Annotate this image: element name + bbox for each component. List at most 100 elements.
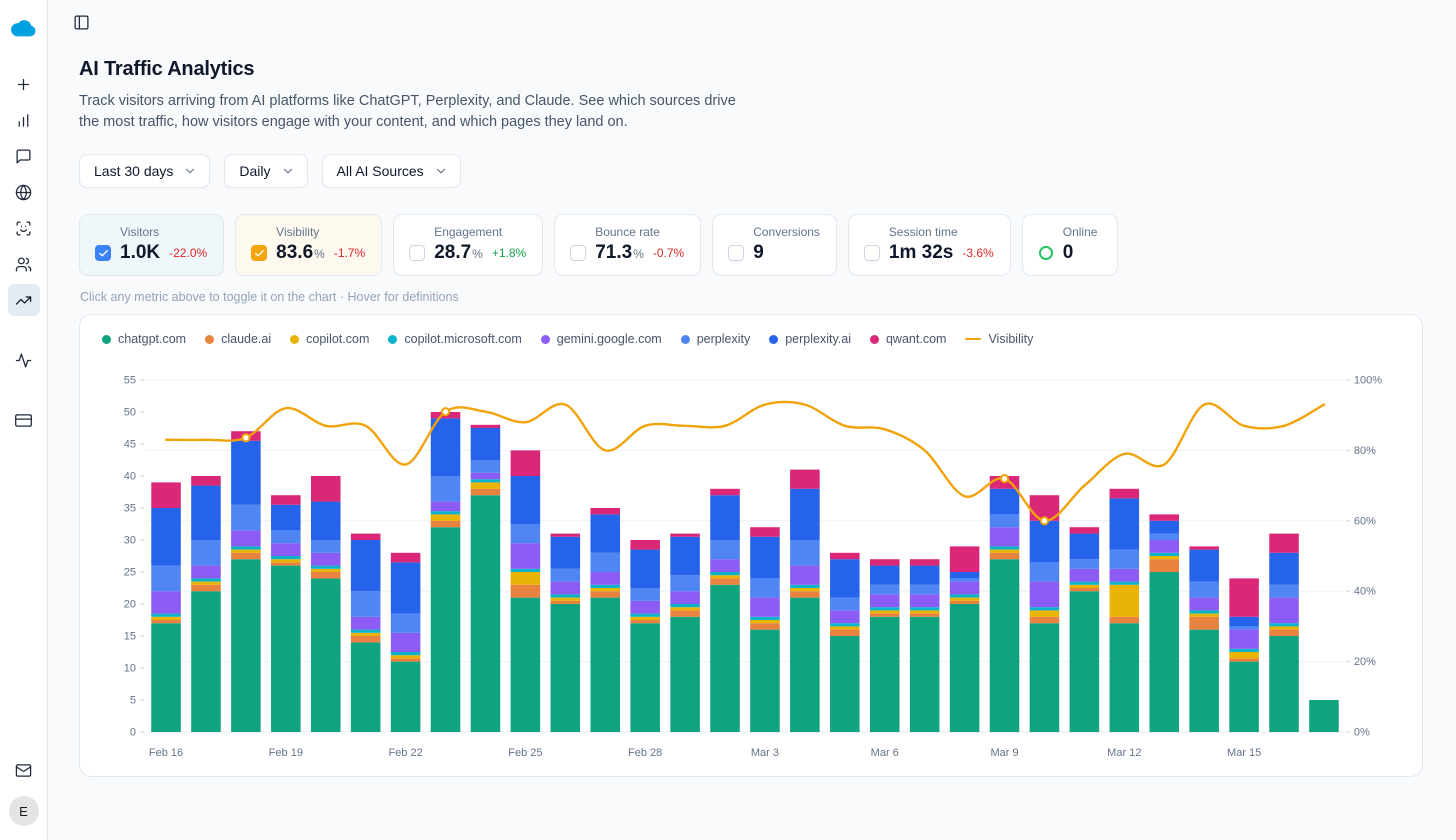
legend-dot-icon: [540, 334, 550, 344]
bar-chart-icon[interactable]: [8, 104, 40, 136]
activity-icon[interactable]: [8, 344, 40, 376]
legend-dot-icon: [869, 334, 879, 344]
metric-value: 0: [1062, 242, 1074, 264]
legend-dot-icon: [769, 334, 779, 344]
metric-checkbox-icon[interactable]: [728, 245, 745, 262]
date-range-value: Last 30 days: [94, 163, 174, 180]
metric-label: Engagement: [434, 225, 503, 240]
svg-text:Feb 28: Feb 28: [628, 747, 662, 759]
topbar: [48, 0, 1456, 44]
date-range-dropdown[interactable]: Last 30 days: [79, 154, 211, 189]
metric-value: 28.7%: [434, 242, 483, 264]
metric-checkbox-checked-icon[interactable]: [95, 245, 111, 262]
metric-checkbox-icon[interactable]: [863, 245, 880, 262]
metric-checkbox-icon[interactable]: [409, 245, 426, 262]
metric-label: Conversions: [753, 225, 820, 240]
metric-label: Online: [1062, 225, 1098, 240]
svg-text:Mar 9: Mar 9: [990, 747, 1018, 759]
svg-text:10: 10: [124, 663, 136, 675]
legend-item-copilot-microsoft-com: copilot.microsoft.com: [388, 332, 522, 346]
metric-card-engagement[interactable]: Engagement 28.7% +1.8%: [393, 214, 544, 277]
chart-card: chatgpt.com claude.ai copilot.com copilot.m…: [79, 314, 1423, 778]
metrics-row: Visitors 1.0K -22.0% Visibility 83.6% -1.7% En…: [79, 214, 1423, 277]
metric-value: 1.0K: [120, 242, 161, 264]
legend-item-gemini-google-com: gemini.google.com: [540, 332, 662, 346]
svg-text:Mar 15: Mar 15: [1227, 747, 1261, 759]
metric-card-session-time[interactable]: Session time 1m 32s -3.6%: [847, 214, 1011, 277]
chart-hint: Click any metric above to toggle it on t…: [80, 290, 459, 305]
legend-item-chatgpt-com: chatgpt.com: [102, 332, 186, 346]
svg-text:30: 30: [124, 535, 136, 547]
svg-text:Feb 25: Feb 25: [508, 747, 542, 759]
metric-delta: -0.7%: [652, 246, 685, 261]
metric-card-bounce-rate[interactable]: Bounce rate 71.3% -0.7%: [554, 214, 702, 277]
legend-line-icon: [965, 337, 982, 341]
metric-checkbox-checked-icon[interactable]: [251, 245, 268, 262]
legend-item-perplexity: perplexity: [680, 332, 750, 346]
svg-text:20: 20: [124, 599, 136, 611]
scan-face-icon[interactable]: [8, 212, 40, 244]
metric-value: 71.3%: [595, 242, 644, 264]
legend-dot-icon: [290, 334, 300, 344]
svg-text:55: 55: [124, 375, 136, 387]
trending-up-icon[interactable]: [7, 284, 40, 316]
chevron-down-icon: [283, 168, 292, 174]
legend-dot-icon: [388, 334, 398, 344]
svg-text:Feb 22: Feb 22: [388, 747, 422, 759]
globe-icon[interactable]: [8, 176, 40, 208]
svg-text:15: 15: [124, 631, 136, 643]
online-indicator-icon: [1038, 246, 1053, 261]
svg-text:Feb 19: Feb 19: [269, 747, 303, 759]
source-value: All AI Sources: [336, 163, 424, 180]
metric-card-visitors[interactable]: Visitors 1.0K -22.0%: [79, 214, 225, 277]
mail-icon[interactable]: [8, 754, 40, 786]
metric-label: Visitors: [120, 225, 160, 240]
metric-value: 9: [753, 242, 764, 264]
sidebar-toggle-icon[interactable]: [65, 6, 97, 38]
svg-text:Mar 6: Mar 6: [871, 747, 899, 759]
granularity-value: Daily: [239, 163, 271, 180]
svg-text:0: 0: [130, 727, 136, 739]
metric-delta: -3.6%: [962, 246, 994, 261]
metric-card-visibility[interactable]: Visibility 83.6% -1.7%: [235, 214, 383, 277]
svg-text:40%: 40%: [1354, 586, 1376, 598]
metric-checkbox-icon[interactable]: [570, 245, 587, 262]
svg-text:45: 45: [124, 439, 136, 451]
svg-text:60%: 60%: [1354, 515, 1376, 527]
filter-bar: Last 30 days Daily All AI Sources: [79, 154, 1423, 189]
legend-item-perplexity-ai: perplexity.ai: [769, 332, 851, 346]
plus-icon[interactable]: [8, 68, 40, 100]
legend-dot-icon: [102, 334, 111, 344]
svg-text:0%: 0%: [1354, 727, 1370, 739]
metric-card-conversions[interactable]: Conversions 9: [712, 214, 837, 277]
granularity-dropdown[interactable]: Daily: [224, 154, 308, 189]
metric-delta: -22.0%: [169, 246, 208, 261]
avatar[interactable]: E: [8, 796, 39, 826]
legend-item-claude-ai: claude.ai: [205, 332, 271, 346]
legend-dot-icon: [205, 334, 215, 344]
svg-text:80%: 80%: [1354, 445, 1376, 457]
message-icon[interactable]: [8, 140, 40, 172]
legend-dot-icon: [680, 334, 690, 344]
metric-card-online[interactable]: Online 0: [1021, 214, 1118, 277]
metric-label: Session time: [888, 225, 958, 240]
metric-value: 83.6%: [276, 242, 325, 264]
page-title: AI Traffic Analytics: [79, 58, 255, 80]
metric-delta: +1.8%: [491, 246, 527, 261]
svg-text:20%: 20%: [1354, 656, 1376, 668]
sidebar: E: [0, 0, 48, 840]
svg-text:Feb 16: Feb 16: [149, 747, 183, 759]
metric-delta: -1.7%: [333, 246, 366, 261]
metric-label: Visibility: [276, 225, 320, 240]
sidebar-nav: [7, 68, 40, 436]
main-area: AI Traffic Analytics Track visitors arri…: [48, 0, 1456, 840]
traffic-chart[interactable]: 0 5 10 15 20 25 30 35 40 45 50 55 0% 20% 40% 60% 80% 100%…: [100, 356, 1402, 764]
users-icon[interactable]: [8, 248, 40, 280]
svg-text:Mar 12: Mar 12: [1107, 747, 1141, 759]
legend-item-visibility: Visibility: [965, 332, 1033, 346]
source-dropdown[interactable]: All AI Sources: [321, 154, 461, 189]
credit-card-icon[interactable]: [8, 404, 40, 436]
app-logo-cloud-icon[interactable]: [9, 12, 39, 42]
svg-text:50: 50: [124, 407, 136, 419]
